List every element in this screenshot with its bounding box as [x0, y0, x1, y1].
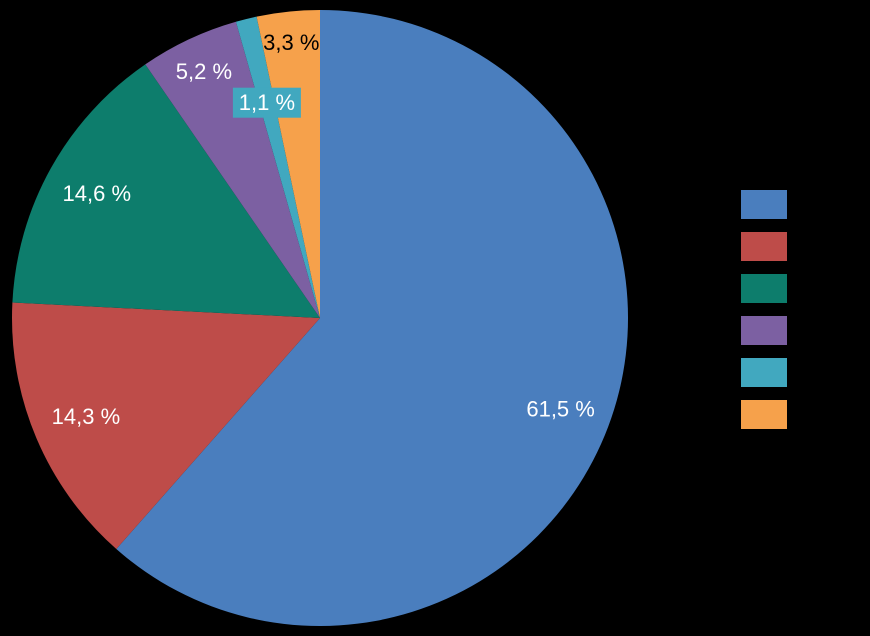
- chart-legend: [741, 190, 787, 442]
- legend-item: [741, 190, 787, 219]
- data-label: 1,1 %: [239, 90, 295, 115]
- pie-slice: [256, 10, 320, 318]
- legend-swatch: [741, 274, 787, 303]
- data-label: 5,2 %: [176, 59, 232, 84]
- legend-item: [741, 316, 787, 345]
- data-label: 61,5 %: [526, 396, 595, 421]
- legend-swatch: [741, 358, 787, 387]
- data-label: 3,3 %: [263, 30, 319, 55]
- pie-slice: [145, 21, 320, 318]
- data-label: 14,6 %: [63, 181, 132, 206]
- legend-swatch: [741, 316, 787, 345]
- pie-slice: [12, 64, 320, 318]
- legend-swatch: [741, 232, 787, 261]
- legend-item: [741, 358, 787, 387]
- legend-item: [741, 232, 787, 261]
- data-label: 14,3 %: [52, 404, 121, 429]
- data-label-box: [232, 87, 301, 118]
- legend-swatch: [741, 400, 787, 429]
- pie-slice: [116, 9, 629, 626]
- legend-item: [741, 400, 787, 429]
- legend-swatch: [741, 190, 787, 219]
- legend-item: [741, 274, 787, 303]
- pie-slice: [12, 302, 320, 550]
